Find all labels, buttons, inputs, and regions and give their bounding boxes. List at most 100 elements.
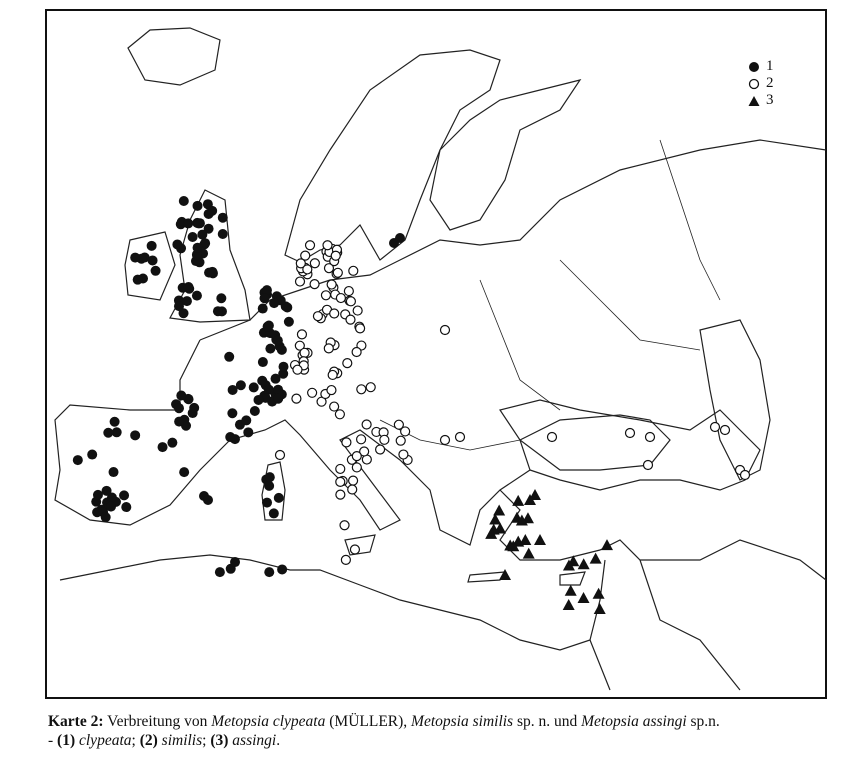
- assingi-point: [600, 539, 613, 551]
- similis-point: [356, 434, 367, 445]
- corsica-sardinia: [261, 461, 286, 521]
- similis-point: [322, 240, 333, 251]
- coastlines: [54, 27, 827, 691]
- similis-point: [332, 267, 343, 278]
- similis-point: [400, 426, 411, 437]
- similis-point: [375, 444, 386, 455]
- clypeata-point: [276, 344, 287, 355]
- clypeata-point: [183, 218, 194, 229]
- caption-text: sp. n. und: [513, 713, 582, 730]
- species-name: clypeata: [75, 732, 132, 749]
- legend-item-1: 1: [748, 58, 774, 75]
- similis-point: [352, 305, 363, 316]
- clypeata-point: [395, 233, 405, 243]
- similis-point: [330, 250, 341, 261]
- assingi-point: [489, 513, 502, 525]
- similis-point: [340, 554, 351, 565]
- similis-point: [302, 264, 313, 275]
- clypeata-point: [235, 380, 246, 391]
- clypeata-point: [181, 296, 192, 307]
- clypeata-point: [243, 427, 254, 438]
- similis-point: [294, 276, 306, 287]
- similis-point: [299, 347, 310, 358]
- cyprus: [559, 571, 586, 586]
- similis-point: [327, 369, 338, 381]
- caption-text: Verbreitung von: [103, 713, 212, 730]
- similis-point: [642, 459, 654, 471]
- similis-point: [329, 401, 340, 412]
- clypeata-point: [157, 442, 168, 453]
- crete: [467, 571, 507, 583]
- great-britain: [169, 189, 251, 323]
- clypeata-point: [217, 228, 228, 239]
- clypeata-point: [241, 415, 252, 426]
- similis-point: [354, 323, 366, 334]
- similis-point: [326, 279, 337, 290]
- clypeata-point: [197, 229, 208, 240]
- clypeata-point: [106, 492, 117, 503]
- similis-point: [439, 324, 451, 336]
- clypeata-point: [87, 449, 98, 460]
- clypeata-point: [187, 232, 198, 243]
- similis-point: [356, 384, 367, 395]
- similis-point: [300, 250, 311, 261]
- similis-point: [335, 292, 346, 304]
- assingi-point: [529, 489, 541, 500]
- similis-point: [274, 449, 286, 461]
- clypeata-point: [270, 373, 281, 384]
- clypeata-point: [262, 497, 273, 508]
- open-circle-icon: [748, 78, 760, 89]
- clypeata-point: [229, 434, 240, 445]
- similis-point: [323, 343, 334, 354]
- clypeata-point: [268, 508, 279, 519]
- clypeata-point: [253, 394, 264, 405]
- clypeata-point: [224, 351, 235, 362]
- assingi-point: [564, 584, 577, 596]
- species-name: Metopsia assingi: [581, 713, 687, 730]
- clypeata-point: [265, 343, 276, 354]
- clypeata-point: [283, 316, 294, 327]
- red-sea: [589, 559, 741, 691]
- similis-point: [341, 437, 352, 448]
- similis-point: [323, 263, 335, 274]
- distribution-map: [45, 9, 827, 699]
- assingi-point: [589, 552, 602, 564]
- similis-point: [379, 434, 390, 445]
- assingi-point: [519, 533, 532, 545]
- clypeata-point: [173, 301, 184, 312]
- species-name: similis: [157, 732, 203, 749]
- assingi-point: [593, 602, 606, 614]
- clypeata-point: [147, 255, 158, 266]
- assingi-point: [577, 558, 590, 570]
- caption-text: -: [48, 732, 58, 749]
- legend-label: 2: [766, 75, 774, 91]
- rivers: [379, 139, 721, 451]
- figure-caption: Karte 2: Verbreitung von Metopsia clypea…: [48, 712, 848, 750]
- finland-kola: [429, 79, 582, 231]
- clypeata-point: [259, 293, 270, 304]
- similis-point: [309, 258, 320, 269]
- clypeata-point: [273, 492, 284, 503]
- clypeata-point: [172, 239, 183, 250]
- similis-point: [365, 382, 376, 393]
- clypeata-point: [273, 393, 284, 404]
- key-number: (2): [139, 732, 158, 749]
- clypeata-point: [227, 408, 238, 419]
- clypeata-point: [193, 218, 204, 229]
- clypeata-point: [130, 430, 141, 441]
- legend-item-3: 3: [748, 92, 774, 109]
- similis-point: [624, 427, 636, 439]
- clypeata-point: [212, 306, 223, 317]
- species-name: Metopsia similis: [411, 713, 514, 730]
- clypeata-point: [178, 196, 189, 207]
- similis-point: [351, 346, 362, 358]
- clypeata-point: [264, 480, 275, 491]
- similis-point: [334, 409, 345, 420]
- similis-point: [719, 424, 731, 436]
- legend-label: 3: [766, 92, 774, 108]
- similis-point: [345, 314, 356, 325]
- clypeata-point: [108, 467, 119, 478]
- caption-text: (MÜLLER),: [325, 713, 412, 730]
- clypeata-point: [174, 416, 185, 427]
- clypeata-point: [176, 390, 187, 401]
